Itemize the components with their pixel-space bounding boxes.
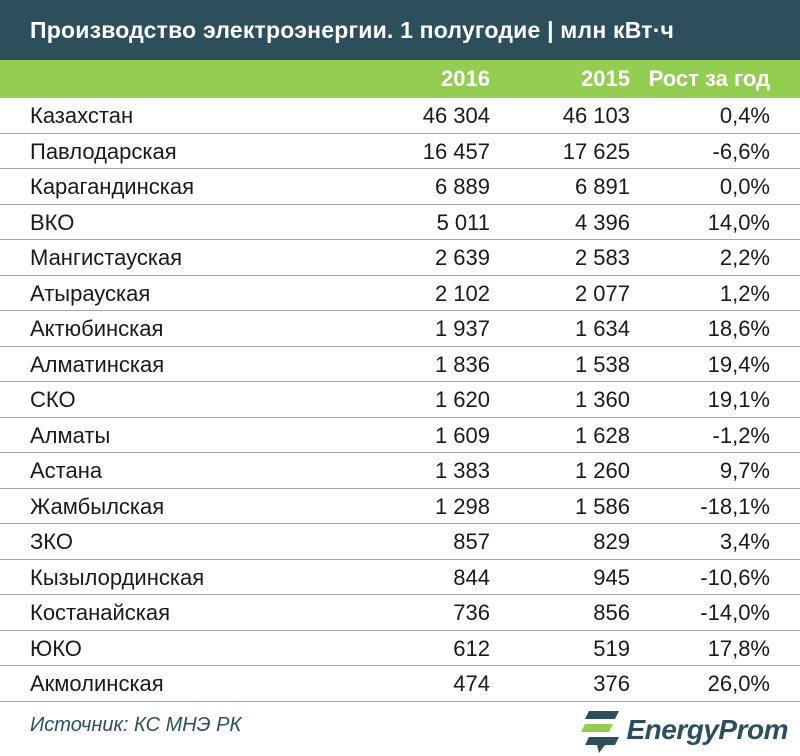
table-row: Казахстан 46 304 46 103 0,4%: [0, 98, 800, 134]
value-2015: 945: [593, 564, 630, 590]
value-2016: 16 457: [422, 138, 490, 164]
value-2015: 1 260: [574, 458, 630, 483]
value-2016: 736: [453, 600, 490, 625]
region-name: Жамбылская: [30, 493, 165, 519]
value-2016: 1 383: [434, 458, 490, 483]
region-name: Алматы: [30, 422, 111, 448]
brand-logo: EnergyProm: [579, 706, 789, 754]
value-2015: 46 103: [562, 103, 630, 128]
value-2016: 612: [453, 635, 490, 661]
value-growth: 0,0%: [719, 174, 770, 199]
value-2015: 2 583: [574, 245, 630, 270]
energyprom-logo-icon: [580, 711, 619, 753]
table-title: Производство электроэнергии. 1 полугодие…: [30, 16, 675, 43]
footer: Источник: КС МНЭ РК EnergyProm: [0, 704, 800, 756]
region-name: Атырауская: [30, 280, 151, 306]
table-row: Акмолинская 474 376 26,0%: [0, 666, 800, 702]
header-row: 2016 2015 Рост за год: [0, 60, 800, 98]
value-2016: 1 620: [434, 387, 490, 412]
value-growth: 14,0%: [707, 209, 770, 235]
region-name: Акмолинская: [30, 671, 164, 696]
value-growth: -14,0%: [700, 600, 770, 625]
header-2015: 2015: [581, 66, 630, 91]
value-2015: 1 628: [574, 422, 630, 448]
table-row: Астана 1 383 1 260 9,7%: [0, 453, 800, 489]
table-body: Казахстан 46 304 46 103 0,4% Павлодарская 16 …: [0, 98, 800, 702]
value-2016: 1 836: [434, 351, 490, 377]
value-2015: 1 634: [574, 316, 630, 341]
table-row: Мангистауская 2 639 2 583 2,2%: [0, 240, 800, 276]
region-name: Алматинская: [30, 351, 165, 377]
table-row: ЮКО 612 519 17,8%: [0, 631, 800, 666]
value-growth: 26,0%: [707, 671, 770, 696]
table-row: Карагандинская 6 889 6 891 0,0%: [0, 169, 800, 205]
region-name: Костанайская: [30, 600, 171, 625]
value-growth: 9,7%: [719, 458, 770, 483]
value-2015: 1 586: [574, 493, 630, 519]
value-2015: 1 360: [574, 387, 630, 412]
table-row: Алматинская 1 836 1 538 19,4%: [0, 347, 800, 382]
value-2016: 1 298: [434, 493, 490, 519]
region-name: Астана: [30, 458, 103, 483]
value-growth: 19,4%: [707, 351, 770, 377]
region-name: Актюбинская: [30, 316, 164, 341]
value-growth: 19,1%: [707, 387, 770, 412]
value-2016: 2 639: [434, 245, 490, 270]
table-row: ВКО 5 011 4 396 14,0%: [0, 205, 800, 240]
table-row: Павлодарская 16 457 17 625 -6,6%: [0, 134, 800, 169]
value-2016: 1 609: [434, 422, 490, 448]
value-2015: 4 396: [574, 209, 630, 235]
value-2015: 6 891: [574, 174, 630, 199]
table-row: ЗКО 857 829 3,4%: [0, 524, 800, 560]
value-2015: 856: [593, 600, 630, 625]
value-growth: -18,1%: [700, 493, 770, 519]
value-2016: 857: [453, 529, 490, 554]
table-row: Кызылординская 844 945 -10,6%: [0, 560, 800, 595]
region-name: Мангистауская: [30, 245, 183, 270]
value-2015: 519: [593, 635, 630, 661]
value-growth: 1,2%: [719, 280, 770, 306]
value-2015: 829: [593, 529, 630, 554]
brand-name: EnergyProm: [626, 714, 789, 745]
source-note: Источник: КС МНЭ РК: [30, 714, 242, 736]
value-growth: 17,8%: [707, 635, 770, 661]
value-2016: 6 889: [434, 174, 490, 199]
table-row: Атырауская 2 102 2 077 1,2%: [0, 276, 800, 311]
value-growth: -6,6%: [712, 138, 770, 164]
table-row: Актюбинская 1 937 1 634 18,6%: [0, 311, 800, 347]
header-growth: Рост за год: [648, 66, 770, 91]
value-2015: 17 625: [562, 138, 630, 164]
region-name: ВКО: [30, 209, 75, 235]
value-2015: 2 077: [574, 280, 630, 306]
header-2016: 2016: [441, 66, 490, 91]
value-growth: -1,2%: [712, 422, 770, 448]
value-2016: 2 102: [434, 280, 490, 306]
region-name: Кызылординская: [30, 564, 205, 590]
region-name: СКО: [30, 387, 76, 412]
title-bar: Производство электроэнергии. 1 полугодие…: [0, 0, 800, 60]
value-growth: 3,4%: [719, 529, 770, 554]
region-name: Казахстан: [30, 103, 134, 128]
table-row: СКО 1 620 1 360 19,1%: [0, 382, 800, 418]
value-2016: 1 937: [434, 316, 490, 341]
value-2015: 1 538: [574, 351, 630, 377]
value-growth: 18,6%: [707, 316, 770, 341]
value-growth: 0,4%: [719, 103, 770, 128]
region-name: Карагандинская: [30, 174, 194, 199]
region-name: Павлодарская: [30, 138, 177, 164]
value-growth: 2,2%: [719, 245, 770, 270]
value-2015: 376: [593, 671, 630, 696]
region-name: ЮКО: [30, 635, 82, 661]
table-row: Костанайская 736 856 -14,0%: [0, 595, 800, 631]
value-growth: -10,6%: [700, 564, 770, 590]
region-name: ЗКО: [30, 529, 73, 554]
value-2016: 474: [453, 671, 490, 696]
value-2016: 5 011: [436, 209, 490, 235]
table-row: Жамбылская 1 298 1 586 -18,1%: [0, 489, 800, 524]
table-row: Алматы 1 609 1 628 -1,2%: [0, 418, 800, 453]
value-2016: 844: [453, 564, 490, 590]
value-2016: 46 304: [422, 103, 490, 128]
